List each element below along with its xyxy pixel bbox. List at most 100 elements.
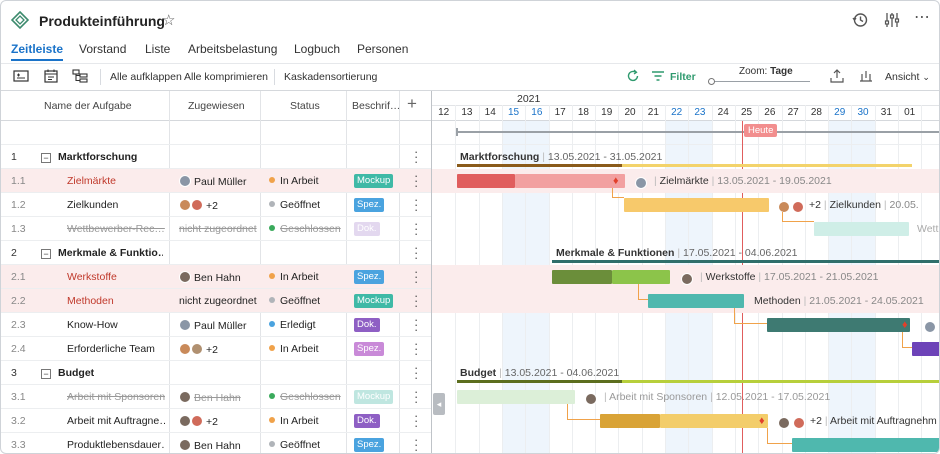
row-menu-icon[interactable]: · · · [414, 168, 419, 193]
label-badge[interactable]: Dok. [354, 414, 380, 428]
group-bar-budget[interactable] [457, 380, 939, 383]
label-badge[interactable]: Dok. [354, 222, 380, 236]
view-dropdown[interactable]: Ansicht ⌄ [885, 71, 930, 83]
tab-arbeitsbelastung[interactable]: Arbeitsbelastung [188, 42, 278, 56]
refresh-icon[interactable] [625, 69, 641, 83]
row-menu-icon[interactable]: · · · [414, 336, 419, 361]
task-bar-zielkunden[interactable] [624, 198, 769, 212]
label-badge[interactable]: Spez. [354, 438, 385, 452]
group-name[interactable]: Budget [58, 367, 95, 379]
assignee[interactable]: Paul Müller [179, 175, 259, 188]
export-icon[interactable] [829, 69, 845, 83]
task-name[interactable]: Zielkunden [67, 199, 119, 211]
column-header-label[interactable]: Beschrif… [352, 100, 401, 112]
tab-personen[interactable]: Personen [357, 42, 409, 56]
row-menu-icon[interactable]: · · · [414, 360, 419, 385]
assignee-name[interactable]: nicht zugeordnet [179, 223, 257, 235]
task-name[interactable]: Arbeit mit Sponsoren [67, 391, 165, 403]
status[interactable]: Erledigt [269, 319, 349, 331]
table-row[interactable]: 2.4 Erforderliche Team +2 In Arbeit Spez… [1, 337, 431, 361]
baseline-icon[interactable] [858, 69, 874, 83]
expand-all-button[interactable]: Alle aufklappen [110, 71, 182, 83]
table-row[interactable]: 3 − Budget · · · [1, 361, 431, 385]
assignee-name[interactable]: nicht zugeordnet [179, 295, 257, 307]
row-menu-icon[interactable]: · · · [414, 312, 419, 337]
task-bar-werkstoffe[interactable] [552, 270, 612, 284]
assignee[interactable]: Paul Müller [179, 319, 259, 332]
group-bar-merkmale[interactable] [552, 260, 939, 263]
favorite-star-icon[interactable]: ☆ [162, 12, 176, 29]
row-menu-icon[interactable]: · · · [414, 240, 419, 265]
add-task-icon[interactable] [13, 69, 29, 83]
status[interactable]: In Arbeit [269, 175, 349, 187]
row-menu-icon[interactable]: · · · [414, 264, 419, 289]
zoom-slider-track[interactable] [710, 81, 810, 82]
table-row[interactable]: 3.3 Produktlebensdauer… Ben Hahn Geöffne… [1, 432, 431, 454]
assignee[interactable]: Ben Hahn [179, 271, 259, 284]
column-header-name[interactable]: Name der Aufgabe [44, 100, 132, 112]
filter-button[interactable]: Filter [670, 71, 696, 83]
column-header-status[interactable]: Status [290, 100, 320, 112]
task-bar-sponsoren[interactable] [457, 390, 575, 404]
task-bar-remaining[interactable] [660, 414, 768, 428]
label-badge[interactable]: Mockup [354, 390, 394, 404]
hierarchy-icon[interactable] [72, 69, 88, 83]
zoom-slider-handle[interactable] [708, 78, 715, 85]
table-row[interactable]: 2.1 Werkstoffe Ben Hahn In Arbeit Spez. … [1, 265, 431, 289]
label-badge[interactable]: Spez. [354, 198, 385, 212]
collapse-toggle-icon[interactable]: − [41, 367, 56, 379]
label-badge[interactable]: Spez. [354, 342, 385, 356]
task-bar-produktlebensdauer[interactable] [792, 438, 939, 452]
task-bar-remaining[interactable] [612, 270, 670, 284]
collapse-panel-handle[interactable]: ◂ [433, 393, 445, 415]
more-options-icon[interactable]: ⋯ [914, 9, 930, 26]
assignee[interactable]: Ben Hahn [179, 391, 259, 404]
group-name[interactable]: Marktforschung [58, 151, 138, 163]
table-row[interactable]: 1.3 Wettbewerber-Rec… nicht zugeordnet G… [1, 217, 431, 241]
status[interactable]: In Arbeit [269, 343, 349, 355]
history-icon[interactable] [851, 11, 869, 29]
group-name[interactable]: Merkmale & Funktio… [58, 247, 163, 259]
task-bar-wettbewerber[interactable] [814, 222, 909, 236]
status[interactable]: Geschlossen [269, 391, 349, 403]
table-row[interactable]: 2.3 Know-How Paul Müller Erledigt Dok. ·… [1, 313, 431, 337]
label-badge[interactable]: Mockup [354, 294, 394, 308]
collapse-all-button[interactable]: Alle komprimieren [184, 71, 269, 83]
task-bar-zielmaerkte[interactable] [457, 174, 515, 188]
label-badge[interactable]: Spez. [354, 270, 385, 284]
status[interactable]: Geöffnet [269, 295, 349, 307]
row-menu-icon[interactable]: · · · [414, 144, 419, 169]
label-badge[interactable]: Dok. [354, 318, 380, 332]
table-row[interactable]: 1.1 Zielmärkte Paul Müller In Arbeit Moc… [1, 169, 431, 193]
task-name[interactable]: Arbeit mit Auftragne… [67, 415, 165, 427]
add-milestone-icon[interactable] [43, 69, 59, 83]
task-bar-team[interactable] [912, 342, 939, 356]
status[interactable]: Geöffnet [269, 199, 349, 211]
row-menu-icon[interactable]: · · · [414, 192, 419, 217]
task-name[interactable]: Wettbewerber-Rec… [67, 223, 165, 235]
tab-liste[interactable]: Liste [145, 42, 171, 56]
task-name[interactable]: Zielmärkte [67, 175, 117, 187]
row-menu-icon[interactable]: · · · [414, 384, 419, 409]
task-bar-methoden[interactable] [648, 294, 744, 308]
task-bar-remaining[interactable] [515, 174, 625, 188]
cascade-sort-button[interactable]: Kaskadensortierung [284, 71, 378, 83]
tab-logbuch[interactable]: Logbuch [294, 42, 341, 56]
tab-zeitleiste[interactable]: Zeitleiste [11, 42, 64, 61]
collapse-toggle-icon[interactable]: − [41, 151, 56, 163]
group-bar-marktforschung[interactable] [457, 164, 912, 167]
column-header-assigned[interactable]: Zugewiesen [188, 100, 245, 112]
assignee[interactable]: Ben Hahn [179, 439, 259, 452]
task-name[interactable]: Werkstoffe [67, 271, 117, 283]
assignee[interactable]: +2 [179, 199, 259, 212]
status[interactable]: In Arbeit [269, 415, 349, 427]
table-row[interactable]: 3.1 Arbeit mit Sponsoren Ben Hahn Geschl… [1, 385, 431, 409]
status[interactable]: Geschlossen [269, 223, 349, 235]
row-menu-icon[interactable]: · · · [414, 432, 419, 454]
row-menu-icon[interactable]: · · · [414, 288, 419, 313]
filter-icon[interactable] [650, 69, 666, 83]
collapse-toggle-icon[interactable]: − [41, 247, 56, 259]
task-name[interactable]: Erforderliche Team [67, 343, 155, 355]
table-row[interactable]: 1 − Marktforschung · · · [1, 145, 431, 169]
task-name[interactable]: Know-How [67, 319, 118, 331]
